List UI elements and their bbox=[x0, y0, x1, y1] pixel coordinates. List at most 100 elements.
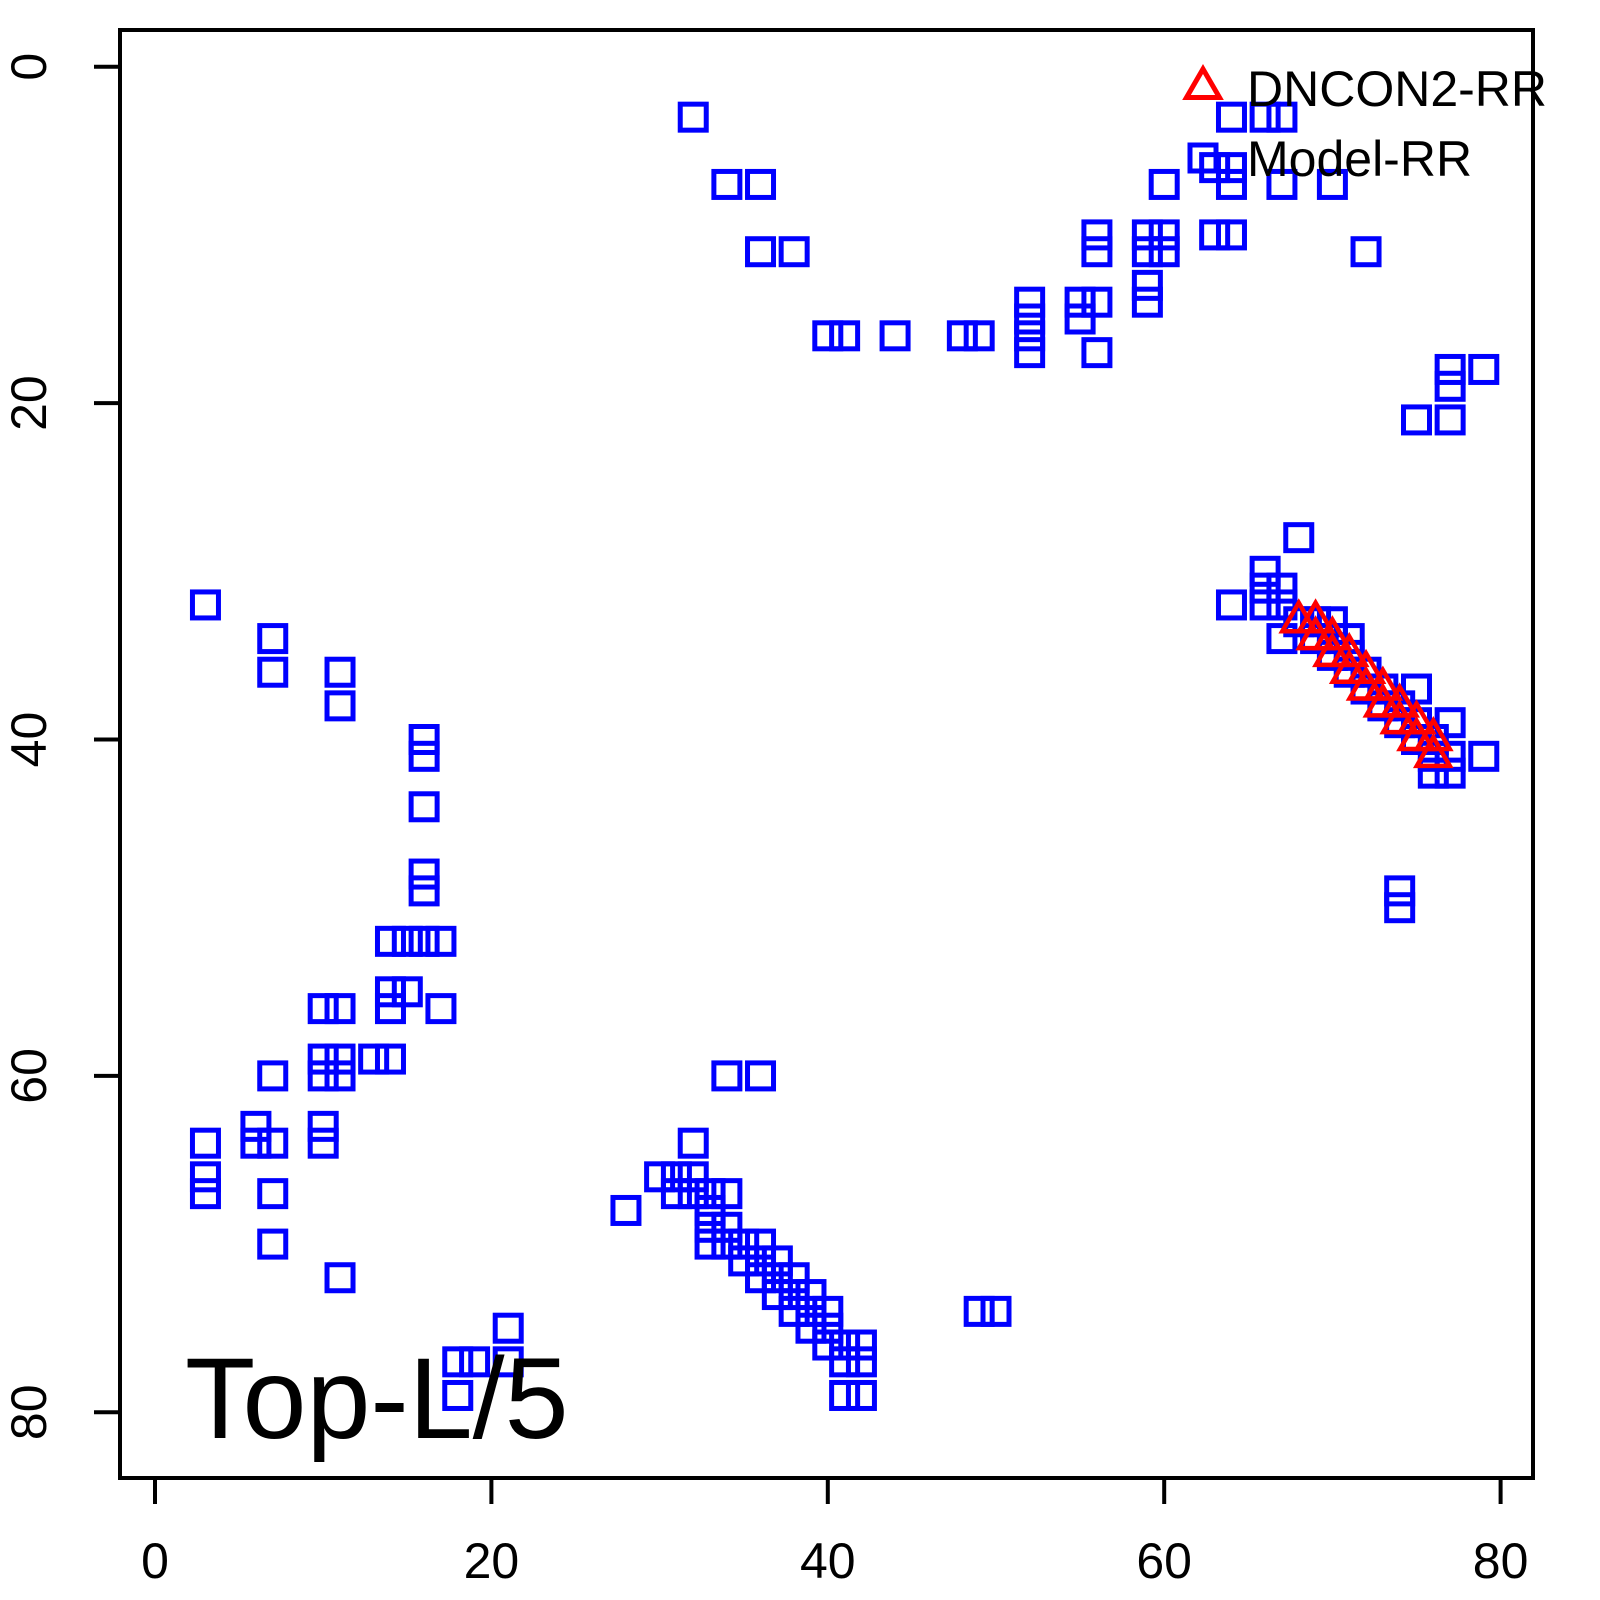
dncon2-rr-point bbox=[1396, 699, 1437, 735]
dncon2-rr-point bbox=[1312, 615, 1353, 651]
model-rr-point bbox=[845, 1329, 877, 1361]
model-rr-point bbox=[711, 168, 743, 200]
model-rr-point bbox=[324, 656, 356, 688]
model-rr-point bbox=[408, 740, 440, 772]
model-rr-point bbox=[745, 168, 777, 200]
model-rr-point bbox=[1468, 740, 1500, 772]
model-rr-point bbox=[1283, 522, 1315, 554]
x-tick-label: 0 bbox=[141, 1533, 169, 1589]
dncon2-rr-point bbox=[1295, 598, 1336, 634]
model-rr-point bbox=[257, 1178, 289, 1210]
model-rr-point bbox=[1249, 572, 1281, 604]
y-tick-label: 40 bbox=[1, 712, 57, 768]
model-rr-point bbox=[408, 858, 440, 890]
model-rr-point bbox=[660, 1178, 692, 1210]
legend: DNCON2-RR Model-RR bbox=[1182, 61, 1547, 187]
model-rr-point bbox=[1266, 101, 1298, 133]
model-rr-point bbox=[745, 1060, 777, 1092]
model-rr-point bbox=[1131, 236, 1163, 268]
model-rr-point bbox=[425, 925, 457, 957]
model-rr-series bbox=[189, 101, 1500, 1411]
model-rr-point bbox=[307, 1110, 339, 1142]
model-rr-point bbox=[442, 1346, 474, 1378]
dncon2-rr-point bbox=[1362, 665, 1404, 701]
dncon2-rr-point bbox=[1412, 715, 1454, 752]
model-rr-point bbox=[1401, 404, 1432, 436]
panel-title: Top-L/5 bbox=[185, 1335, 569, 1463]
model-rr-point bbox=[745, 1245, 777, 1277]
model-rr-point bbox=[1148, 168, 1180, 200]
model-rr-point bbox=[677, 1127, 709, 1159]
model-rr-point bbox=[257, 623, 289, 655]
model-rr-point bbox=[240, 1110, 272, 1142]
model-rr-point bbox=[1014, 303, 1046, 335]
model-rr-point bbox=[307, 1060, 339, 1092]
x-tick-label: 40 bbox=[800, 1533, 856, 1589]
model-rr-point bbox=[711, 1211, 743, 1243]
model-rr-point bbox=[374, 925, 406, 957]
model-rr-point bbox=[761, 1245, 793, 1277]
square-icon bbox=[1187, 142, 1219, 174]
model-rr-point bbox=[778, 1279, 810, 1311]
model-rr-point bbox=[408, 875, 440, 907]
model-rr-point bbox=[778, 236, 810, 268]
legend-label-model: Model-RR bbox=[1247, 131, 1472, 187]
model-rr-point bbox=[829, 1379, 861, 1411]
model-rr-point bbox=[358, 1043, 390, 1075]
model-rr-point bbox=[257, 1127, 289, 1159]
x-tick-label: 20 bbox=[464, 1533, 520, 1589]
model-rr-point bbox=[1131, 286, 1163, 318]
model-rr-point bbox=[694, 1178, 726, 1210]
model-rr-point bbox=[257, 1060, 289, 1092]
model-rr-point bbox=[1434, 404, 1466, 436]
model-rr-point bbox=[391, 925, 423, 957]
model-rr-point bbox=[829, 320, 861, 352]
model-rr-point bbox=[1417, 757, 1449, 789]
model-rr-point bbox=[745, 1262, 777, 1294]
model-rr-point bbox=[391, 976, 423, 1008]
model-rr-point bbox=[677, 101, 709, 133]
model-rr-point bbox=[829, 1329, 861, 1361]
model-rr-point bbox=[1081, 337, 1113, 369]
model-rr-point bbox=[795, 1279, 827, 1311]
model-rr-point bbox=[189, 589, 221, 621]
model-rr-point bbox=[1014, 337, 1046, 369]
model-rr-point bbox=[324, 1043, 356, 1075]
model-rr-point bbox=[795, 1295, 827, 1327]
model-rr-point bbox=[963, 1295, 995, 1327]
model-rr-point bbox=[745, 236, 777, 268]
model-rr-point bbox=[812, 320, 844, 352]
model-rr-point bbox=[711, 1228, 743, 1260]
model-rr-point bbox=[963, 320, 995, 352]
model-rr-point bbox=[240, 1127, 272, 1159]
model-rr-point bbox=[711, 1060, 743, 1092]
model-rr-point bbox=[829, 1346, 861, 1378]
model-rr-point bbox=[1266, 623, 1298, 655]
model-rr-point bbox=[778, 1262, 810, 1294]
model-rr-point bbox=[660, 1161, 692, 1193]
model-rr-point bbox=[1434, 370, 1466, 402]
model-rr-point bbox=[1266, 572, 1298, 604]
model-rr-point bbox=[189, 1127, 221, 1159]
model-rr-point bbox=[324, 1060, 356, 1092]
model-rr-point bbox=[257, 1228, 289, 1260]
model-rr-point bbox=[442, 1379, 474, 1411]
model-rr-point bbox=[324, 993, 356, 1025]
model-rr-point bbox=[845, 1379, 877, 1411]
model-rr-point bbox=[324, 1262, 356, 1294]
model-rr-point bbox=[307, 993, 339, 1025]
model-rr-point bbox=[374, 1043, 406, 1075]
model-rr-point bbox=[1316, 168, 1348, 200]
model-rr-point bbox=[374, 993, 406, 1025]
legend-label-dncon2: DNCON2-RR bbox=[1247, 61, 1547, 117]
model-rr-point bbox=[459, 1346, 491, 1378]
model-rr-point bbox=[879, 320, 911, 352]
y-tick-label: 60 bbox=[1, 1048, 57, 1104]
model-rr-point bbox=[1249, 555, 1281, 587]
plot-box bbox=[118, 28, 1535, 1480]
model-rr-point bbox=[694, 1211, 726, 1243]
model-rr-point bbox=[1249, 101, 1281, 133]
y-tick-label: 80 bbox=[1, 1384, 57, 1440]
